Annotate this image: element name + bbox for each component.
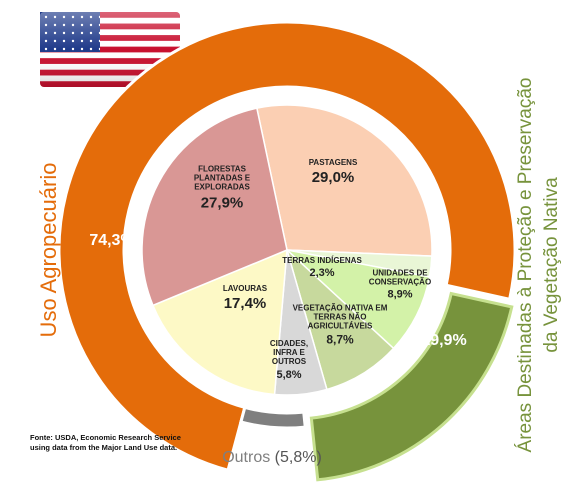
pie-slice — [284, 248, 431, 350]
ring-label: Uso Agropecuário — [36, 163, 61, 338]
pie-slice — [141, 107, 288, 307]
slice-value: 17,4% — [223, 294, 267, 312]
slice-label: FLORESTAS PLANTADAS E EXPLORADAS 27,9% — [185, 165, 260, 212]
slice-label: VEGETAÇÃO NATIVA EM TERRAS NÃO AGRICULTÁ… — [283, 303, 398, 346]
source-line: using data from the Major Land Use data. — [30, 443, 178, 453]
ring-label: Outros (5,8%) — [222, 449, 322, 466]
pie-slice — [151, 248, 288, 396]
slice-name: VEGETAÇÃO NATIVA EM TERRAS NÃO AGRICULTÁ… — [292, 303, 388, 331]
arrow — [480, 335, 492, 347]
slice-label: TERRAS INDÍGENAS 2,3% — [282, 256, 362, 280]
slice-name: TERRAS INDÍGENAS — [282, 256, 362, 266]
slice-label: UNIDADES DE CONSERVAÇÃO 8,9% — [363, 268, 438, 301]
us-flag — [40, 12, 180, 87]
slice-label: LAVOURAS 17,4% — [215, 284, 275, 312]
slice-value: 2,3% — [309, 267, 335, 280]
source-note: Fonte: USDA, Economic Research Service u… — [30, 433, 181, 453]
slice-name: PASTAGENS — [308, 157, 358, 167]
ring-label: da Vegetação Nativa — [541, 177, 562, 353]
slice-name: CIDADES, INFRA E OUTROS — [269, 338, 309, 367]
source-line: Fonte: USDA, Economic Research Service — [30, 433, 181, 442]
slice-name: LAVOURAS — [222, 283, 268, 293]
ring-label: Áreas Destinadas à Proteção e Preservaçã… — [515, 78, 536, 453]
slice-label: CIDADES, INFRA E OUTROS 5,8% — [269, 339, 309, 381]
slice-value: 29,0% — [311, 168, 355, 186]
slice-name: UNIDADES DE CONSERVAÇÃO — [368, 268, 432, 287]
slice-value: 5,8% — [276, 368, 302, 381]
slice-value: 8,7% — [326, 331, 354, 346]
slice-label: PASTAGENS 29,0% — [293, 158, 373, 186]
ring-segment — [309, 291, 514, 482]
ring-segment — [239, 405, 307, 430]
slice-name: FLORESTAS PLANTADAS E EXPLORADAS — [193, 164, 251, 192]
pie-slice — [255, 104, 433, 257]
ring-segment — [57, 20, 517, 473]
ring-value-label: (5,8%) — [275, 449, 322, 466]
arrow — [70, 235, 82, 247]
ring-value-label: 74,3% — [89, 232, 134, 249]
ring-category: Outros — [222, 449, 270, 466]
slice-value: 8,9% — [387, 288, 413, 301]
slice-value: 27,9% — [200, 194, 244, 212]
ring-value-label: 19,9% — [421, 332, 466, 349]
